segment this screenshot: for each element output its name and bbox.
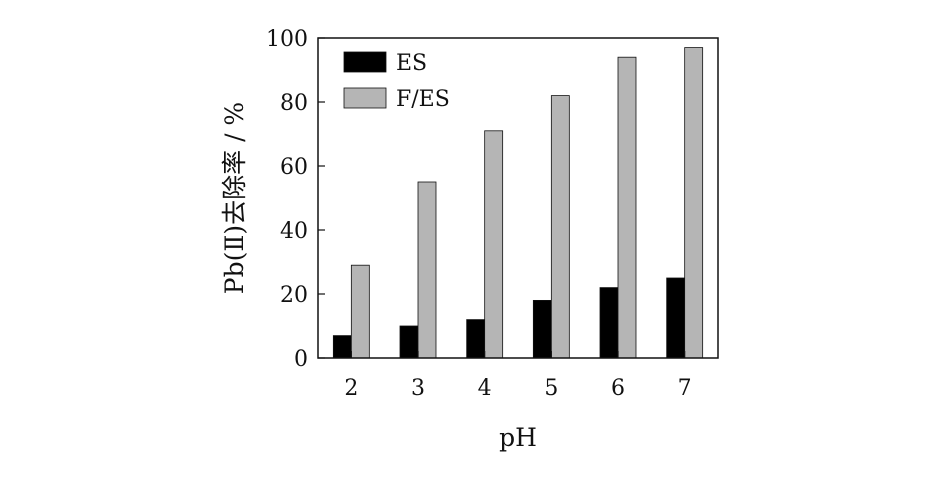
bar-fes-ph3 xyxy=(417,181,437,359)
y-axis-title: Pb(Ⅱ)去除率 / % xyxy=(220,102,249,294)
y-tick-label: 60 xyxy=(280,155,308,180)
x-tick-label: 4 xyxy=(478,376,492,401)
bars-layer xyxy=(332,47,704,359)
x-tick-label: 7 xyxy=(678,376,692,401)
x-tick-label: 6 xyxy=(611,376,625,401)
bar-es-ph3 xyxy=(399,325,419,359)
bar-fes-ph5 xyxy=(550,95,570,359)
y-tick-label: 40 xyxy=(280,219,308,244)
legend: ES F/ES xyxy=(343,51,450,112)
x-tick-label: 5 xyxy=(544,376,558,401)
y-tick-label: 20 xyxy=(280,283,308,308)
bar-es-ph7 xyxy=(666,277,686,359)
ticks-layer: 2 3 4 5 6 7 0 20 40 60 80 100 xyxy=(266,27,692,401)
bar-fes-ph6 xyxy=(617,56,637,359)
legend-swatch-es xyxy=(343,51,387,73)
legend-swatch-fes xyxy=(343,87,387,109)
plot-frame xyxy=(317,37,719,359)
bar-es-ph2 xyxy=(332,335,352,359)
bar-es-ph6 xyxy=(599,287,619,359)
y-tick-label: 100 xyxy=(266,27,308,52)
bar-es-ph5 xyxy=(532,299,552,359)
bar-es-ph4 xyxy=(466,319,486,359)
x-axis-title: pH xyxy=(499,423,537,452)
bar-fes-ph7 xyxy=(684,47,704,359)
x-tick-label: 3 xyxy=(411,376,425,401)
bar-fes-ph4 xyxy=(484,130,504,359)
x-tick-label: 2 xyxy=(344,376,358,401)
legend-label-fes: F/ES xyxy=(396,87,450,112)
legend-label-es: ES xyxy=(396,51,427,76)
y-tick-label: 80 xyxy=(280,91,308,116)
y-tick-label: 0 xyxy=(294,347,308,372)
bar-fes-ph2 xyxy=(350,264,370,359)
